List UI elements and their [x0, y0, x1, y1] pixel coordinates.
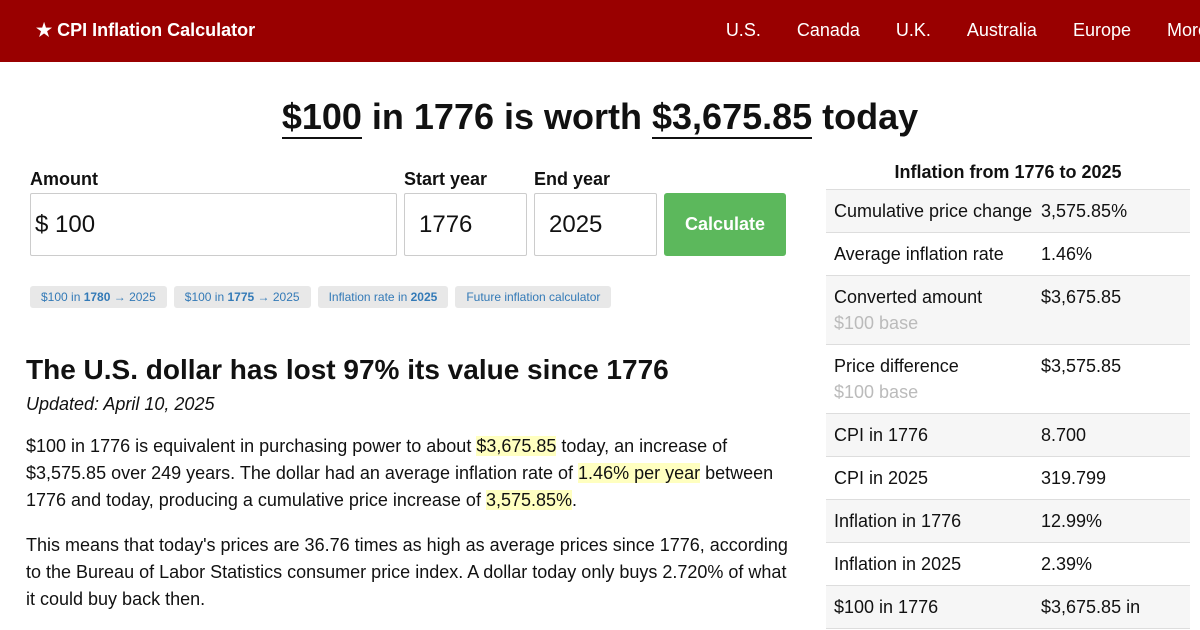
amount: 100	[55, 211, 96, 238]
label: Inflation in 1776	[834, 511, 962, 531]
stat-value: $3,675.85 in	[1041, 597, 1141, 617]
article: The U.S. dollar has lost 97% its value s…	[26, 354, 796, 613]
stat-row: Cumulative price change 3,575.85%	[826, 190, 1190, 233]
chip-text: → 2025	[254, 290, 300, 304]
stat-label: CPI in 1776	[834, 422, 1041, 448]
stat-sub: $100 base	[834, 382, 919, 402]
chip[interactable]: $100 in 1780 → 2025	[30, 286, 167, 308]
chip[interactable]: Inflation rate in 2025	[317, 286, 449, 308]
headline: $100 in 1776 is worth $3,675.85 today	[0, 96, 1200, 139]
start-input[interactable]: 1776	[404, 193, 527, 256]
end-input[interactable]: 2025	[534, 193, 657, 256]
label: CPI in 2025	[834, 468, 929, 488]
sidebar: Inflation from 1776 to 2025 Cumulative p…	[826, 162, 1190, 629]
paragraph: $100 in 1776 is equivalent in purchasing…	[26, 433, 796, 514]
chip-text: $100 in	[41, 290, 84, 304]
headline-part: $100	[281, 96, 362, 139]
stat-label: Price difference $100 base	[834, 353, 1041, 405]
text: today, an increase of $3,575.85 over 249…	[26, 436, 728, 483]
nav-link[interactable]: More	[1166, 20, 1200, 40]
headline-part: $3,675.85	[652, 96, 813, 139]
stat-row: CPI in 1776 8.700	[826, 414, 1190, 457]
label: Average inflation rate	[834, 244, 1004, 264]
amount-input[interactable]: $ 100	[30, 193, 397, 256]
nav: U.S. Canada U.K. Australia Europe More	[726, 20, 1200, 41]
nav-link[interactable]: Canada	[796, 20, 860, 40]
brand[interactable]: ★ CPI Inflation Calculator	[36, 20, 256, 40]
stat-sub: $100 base	[834, 313, 919, 333]
calculate-button[interactable]: Calculate	[664, 193, 786, 256]
paragraph: This means that today's prices are 36.76…	[26, 532, 796, 613]
label: Cumulative price change	[834, 201, 1033, 221]
label: Converted amount	[834, 287, 983, 307]
stat-value: 319.799	[1041, 468, 1107, 488]
sidebar-title: Inflation from 1776 to 2025	[826, 162, 1190, 190]
text: .	[572, 490, 578, 510]
text: $100 in 1776 is equivalent in purchasing…	[26, 436, 477, 456]
header: ★ CPI Inflation Calculator U.S. Canada U.K…	[0, 0, 1200, 62]
chip-text: 2025	[410, 290, 438, 304]
label: Inflation in 2025	[834, 554, 962, 574]
chip[interactable]: $100 in 1775 → 2025	[173, 286, 311, 308]
label: Price difference	[834, 356, 959, 376]
stat-label: $100 in 1776	[834, 594, 1041, 620]
stat-value: 8.700	[1041, 425, 1087, 445]
stat-row: Inflation in 1776 12.99%	[826, 500, 1190, 543]
stat-label: Converted amount $100 base	[834, 284, 1041, 336]
stat-row: $100 in 1776 $3,675.85 in	[826, 586, 1190, 629]
nav-link[interactable]: Australia	[966, 20, 1037, 40]
label: Start year	[404, 169, 488, 189]
chip-text: Inflation rate in	[328, 290, 411, 304]
stat-value: $3,575.85	[1041, 356, 1122, 376]
heading: The U.S. dollar has lost 97% its value s…	[26, 354, 669, 385]
stat-row: Converted amount $100 base $3,675.85	[826, 276, 1190, 345]
stat-row: Price difference $100 base $3,575.85	[826, 345, 1190, 414]
nav-link[interactable]: U.K.	[895, 20, 931, 40]
highlight: 1.46% per year	[578, 463, 701, 483]
chip-text: 1775	[227, 290, 255, 304]
stat-value: 1.46%	[1041, 244, 1093, 264]
label: $100 in 1776	[834, 597, 939, 617]
chips: $100 in 1780 → 2025 $100 in 1775 → 2025 In…	[30, 286, 612, 308]
currency: $	[35, 211, 49, 238]
stat-label: Cumulative price change	[834, 198, 1041, 224]
stat-label: CPI in 2025	[834, 465, 1041, 491]
label: End year	[534, 169, 611, 189]
stat-label: Average inflation rate	[834, 241, 1041, 267]
stat-row: CPI in 2025 319.799	[826, 457, 1190, 500]
chip-text: 1780	[83, 290, 111, 304]
chip-text: Future inflation calculator	[466, 290, 601, 304]
stat-label: Inflation in 1776	[834, 508, 1041, 534]
label: CPI in 1776	[834, 425, 929, 445]
nav-link[interactable]: U.S.	[725, 20, 761, 40]
stat-row: Inflation in 2025 2.39%	[826, 543, 1190, 586]
stat-row: Average inflation rate 1.46%	[826, 233, 1190, 276]
stat-value: $3,675.85	[1041, 287, 1122, 307]
highlight: 3,575.85%	[485, 490, 573, 510]
chip[interactable]: Future inflation calculator	[455, 286, 612, 308]
updated: Updated: April 10, 2025	[26, 394, 215, 414]
stat-value: 12.99%	[1041, 511, 1103, 531]
headline-part: today	[812, 96, 919, 137]
chip-text: → 2025	[110, 290, 156, 304]
stat-label: Inflation in 2025	[834, 551, 1041, 577]
stat-value: 2.39%	[1041, 554, 1093, 574]
rows: Cumulative price change 3,575.85% Average …	[826, 190, 1190, 629]
text: between 1776 and today, producing a cumu…	[26, 463, 774, 510]
nav-link[interactable]: Europe	[1072, 20, 1131, 40]
headline-part: in 1776 is worth	[361, 96, 652, 137]
stat-value: 3,575.85%	[1041, 201, 1128, 221]
text: This means that today's prices are 36.76…	[26, 535, 788, 609]
chip-text: $100 in	[184, 290, 228, 304]
highlight: $3,675.85	[476, 436, 557, 456]
label: Amount	[30, 169, 98, 189]
